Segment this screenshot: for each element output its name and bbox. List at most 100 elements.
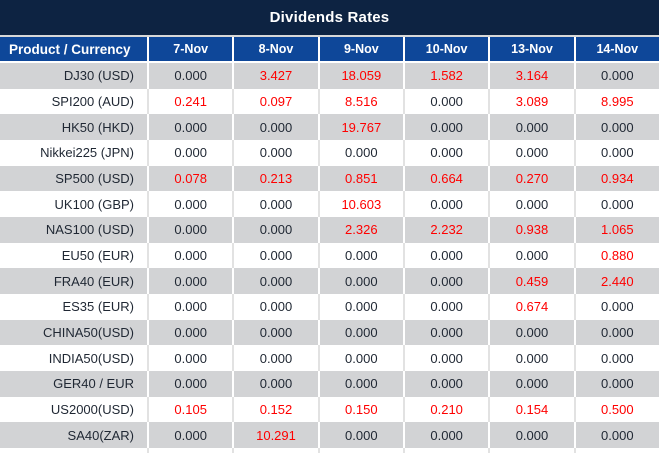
value-cell: 0.000 [147,371,232,397]
value-cell: 0.000 [317,294,403,320]
value-cell: 0.459 [488,268,573,295]
value-cell [402,448,488,453]
value-cell [573,448,659,453]
value-cell: 1.582 [402,63,488,89]
value-cell: 0.000 [147,191,232,218]
product-cell: SPI200 (AUD) [51,94,134,109]
value-cell: 0.210 [402,396,488,423]
value-cell: 0.000 [317,140,403,166]
value-cell: 0.000 [573,191,659,218]
table-row: HK50 (HKD) 0.000 0.000 19.767 0.000 0.000 0.00… [0,114,659,141]
product-cell: Nikkei225 (JPN) [40,145,134,161]
value-cell: 0.880 [573,242,659,269]
product-cell: ES35 (EUR) [62,299,134,315]
value-cell: 0.000 [317,345,403,372]
partial-next-row [0,448,659,453]
value-cell: 0.000 [147,268,232,295]
page-title: Dividends Rates [269,9,390,26]
value-cell: 2.440 [573,268,659,295]
value-cell: 0.000 [402,191,488,218]
table-row: INDIA50(USD) 0.000 0.000 0.000 0.000 0.000 0.0… [0,345,659,372]
product-cell: HK50 (HKD) [61,119,134,135]
value-cell: 0.664 [402,165,488,192]
table-row: GER40 / EUR 0.000 0.000 0.000 0.000 0.000 0.00… [0,371,659,397]
value-cell: 0.000 [232,319,317,346]
value-cell: 0.000 [573,140,659,166]
value-cell: 0.000 [402,140,488,166]
value-cell: 18.059 [317,63,403,89]
product-cell: NAS100 (USD) [45,222,134,238]
value-cell: 0.000 [488,371,573,397]
table-body: DJ30 (USD) 0.000 3.427 18.059 1.582 3.164 0.00… [0,63,659,449]
product-cell: FRA40 (EUR) [53,273,134,289]
value-cell: 0.000 [147,422,232,449]
value-cell: 0.000 [488,140,573,166]
product-cell: SA40(ZAR) [67,427,134,443]
value-cell: 0.000 [573,63,659,89]
table-header-row: Product / Currency 7-Nov 8-Nov 9-Nov 10-Nov… [0,35,659,63]
table-row: DJ30 (USD) 0.000 3.427 18.059 1.582 3.164 0.00… [0,63,659,89]
product-cell: DJ30 (USD) [63,68,134,84]
value-cell: 0.000 [402,345,488,372]
value-cell: 0.000 [232,217,317,243]
product-cell [0,448,147,453]
value-cell: 0.000 [573,422,659,449]
value-cell: 2.232 [402,217,488,243]
value-cell: 8.516 [317,88,403,115]
value-cell: 0.000 [488,345,573,372]
column-header-date: 7-Nov [147,37,232,61]
value-cell: 0.150 [317,396,403,423]
value-cell: 0.000 [573,345,659,372]
value-cell: 0.000 [573,371,659,397]
value-cell: 0.000 [488,422,573,449]
value-cell: 0.000 [147,294,232,320]
value-cell: 0.000 [488,319,573,346]
value-cell: 0.851 [317,165,403,192]
product-cell: INDIA50(USD) [48,350,134,366]
table-row: NAS100 (USD) 0.000 0.000 2.326 2.232 0.938 1.0… [0,217,659,243]
value-cell [147,448,232,453]
value-cell: 0.000 [232,345,317,372]
table-row: ES35 (EUR) 0.000 0.000 0.000 0.000 0.674 0.000 [0,294,659,320]
table-row: Nikkei225 (JPN) 0.000 0.000 0.000 0.000 0.000… [0,140,659,166]
value-cell: 0.000 [147,345,232,372]
value-cell: 0.000 [147,63,232,89]
table-row: FRA40 (EUR) 0.000 0.000 0.000 0.000 0.459 2.44… [0,268,659,295]
value-cell: 0.000 [402,371,488,397]
value-cell: 0.000 [147,217,232,243]
value-cell [317,448,403,453]
value-cell: 0.000 [402,319,488,346]
value-cell: 0.000 [317,371,403,397]
value-cell: 0.000 [402,294,488,320]
value-cell: 0.213 [232,165,317,192]
value-cell: 0.000 [402,268,488,295]
value-cell: 0.270 [488,165,573,192]
value-cell: 0.500 [573,396,659,423]
column-header-date: 8-Nov [232,37,317,61]
value-cell: 2.326 [317,217,403,243]
value-cell: 8.995 [573,88,659,115]
product-cell: EU50 (EUR) [61,248,134,264]
value-cell: 0.000 [488,191,573,218]
value-cell: 0.000 [317,242,403,269]
value-cell: 0.000 [317,268,403,295]
value-cell: 0.000 [232,114,317,141]
value-cell: 19.767 [317,114,403,141]
value-cell: 0.934 [573,165,659,192]
value-cell: 0.000 [232,294,317,320]
column-header-product: Product / Currency [9,41,131,57]
value-cell: 0.000 [402,242,488,269]
value-cell: 0.000 [573,319,659,346]
table-row: SA40(ZAR) 0.000 10.291 0.000 0.000 0.000 0.000 [0,422,659,449]
value-cell: 0.000 [573,294,659,320]
value-cell: 10.603 [317,191,403,218]
product-cell: GER40 / EUR [53,376,134,392]
table-row: CHINA50(USD) 0.000 0.000 0.000 0.000 0.000 0.0… [0,319,659,346]
product-cell: UK100 (GBP) [54,196,134,212]
value-cell: 3.427 [232,63,317,89]
value-cell: 0.078 [147,165,232,192]
table-row: SP500 (USD) 0.078 0.213 0.851 0.664 0.270 0.93… [0,165,659,192]
table-row: EU50 (EUR) 0.000 0.000 0.000 0.000 0.000 0.880 [0,242,659,269]
product-cell: SP500 (USD) [55,171,134,187]
